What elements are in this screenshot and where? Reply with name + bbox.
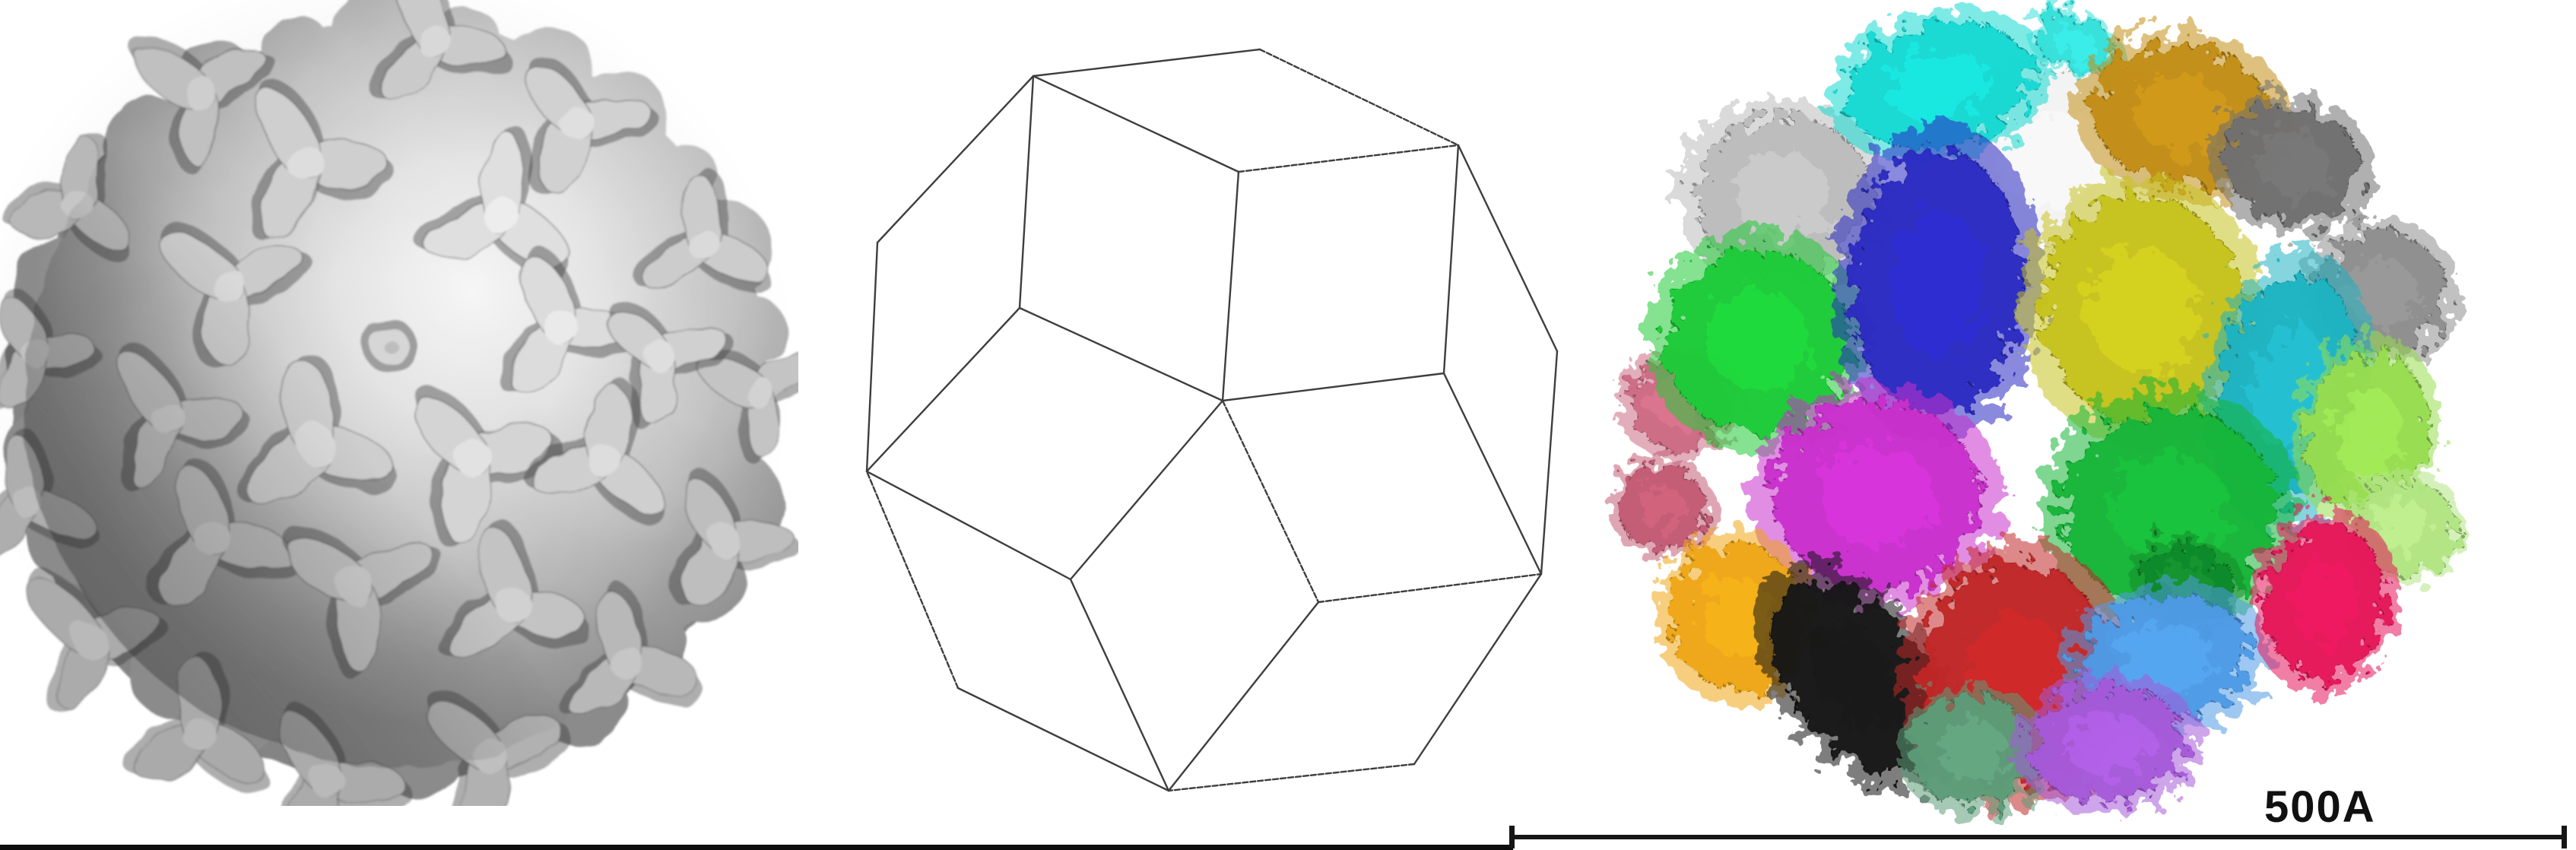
capsid-subunit-crimson: [2251, 509, 2399, 695]
capsid-subunit-cyan: [1826, 7, 2052, 163]
em-surface-bump: [123, 653, 267, 789]
polyhedron-edge: [1237, 144, 1460, 173]
polyhedron-edge: [1457, 144, 1559, 353]
polyhedron-edge: [1442, 372, 1543, 576]
scale-bar-left-tick: [1509, 826, 1515, 848]
panel-polyhedron-schematic: [798, 0, 1589, 806]
polyhedron-edge: [1167, 601, 1320, 792]
polyhedron-edge: [1018, 75, 1035, 309]
polyhedron-edge: [1258, 48, 1460, 147]
capsid-subunit-rose-lower: [1607, 457, 1717, 559]
capsid-subunit-sea-green: [1896, 684, 2051, 818]
scale-bar-label: 500A: [2264, 782, 2376, 832]
polyhedron-edge: [1069, 578, 1170, 792]
polyhedron-edge: [1413, 572, 1543, 766]
em-capsid-rendering: [0, 0, 798, 806]
polyhedron-edge: [865, 470, 1072, 581]
polyhedron-edge: [1167, 763, 1416, 792]
polyhedron-edge: [1069, 399, 1224, 581]
capsid-atomic-model: [1607, 7, 2465, 818]
polyhedron-edge: [1032, 75, 1240, 173]
bottom-border-strip: [0, 845, 1513, 850]
polyhedron-edge: [1221, 170, 1240, 402]
polyhedron-edge: [956, 687, 1170, 792]
polyhedron-edge: [1221, 372, 1445, 402]
em-capsid-body: [0, 0, 798, 806]
polyhedron-edge: [1221, 399, 1320, 604]
polyhedron-edge: [1442, 144, 1460, 375]
capsid-subunit-dark-gray: [2208, 91, 2377, 236]
polyhedron-edge: [1018, 306, 1224, 402]
polyhedron-wireframe: [865, 48, 1559, 792]
polyhedron-edge: [1317, 572, 1543, 604]
polyhedron-edge: [876, 75, 1035, 244]
polyhedron-edge: [865, 241, 879, 473]
capsid-subunit-olive-yellow: [2019, 172, 2267, 449]
polyhedron-edge: [865, 470, 960, 690]
polyhedron-edge: [865, 306, 1021, 473]
panel-atomic-model: [1589, 0, 2576, 850]
polyhedron-edge: [1540, 350, 1559, 576]
polyhedron-edge: [1032, 48, 1261, 78]
scale-bar-right-tick: [2562, 826, 2567, 848]
capsid-subunit-magenta: [1749, 381, 2004, 611]
scale-bar-line: [1511, 835, 2567, 839]
panel-em-reconstruction: [0, 0, 798, 806]
capsid-subunit-royal-blue: [1832, 122, 2043, 444]
capsid-subunit-violet: [2013, 673, 2202, 814]
